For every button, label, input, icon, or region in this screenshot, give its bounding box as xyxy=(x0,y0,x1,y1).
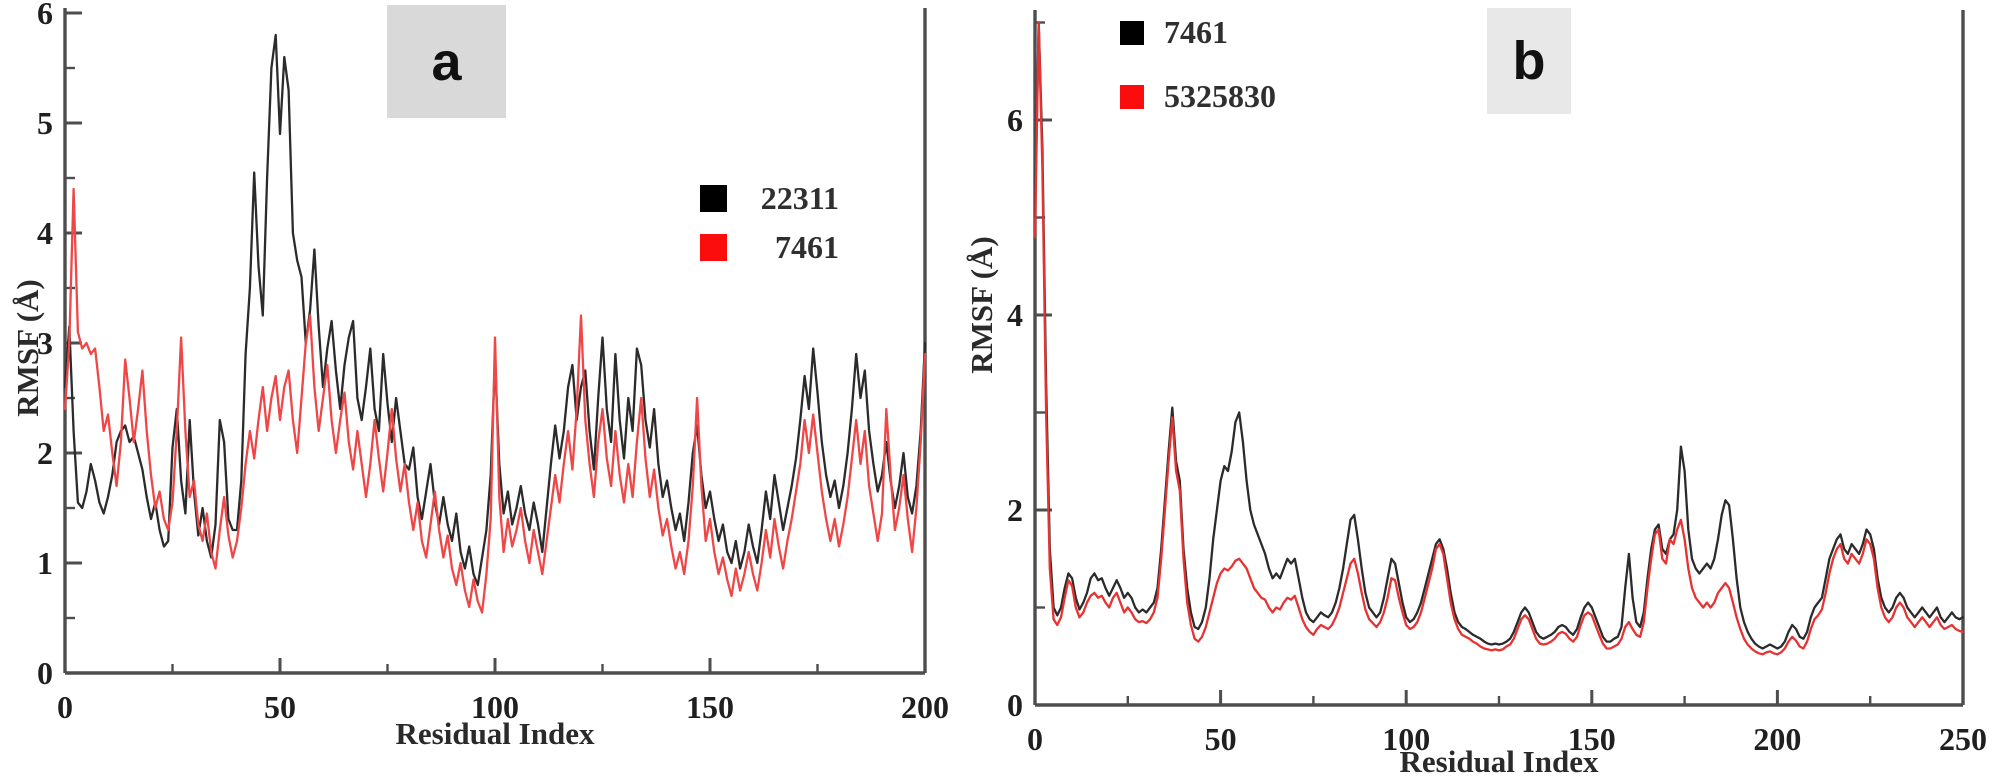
red-series-swatch-icon xyxy=(700,234,727,261)
panel-a-legend: 22311 7461 xyxy=(700,180,839,278)
panel-b-legend: 7461 5325830 xyxy=(1120,14,1276,142)
svg-text:4: 4 xyxy=(1007,297,1023,333)
svg-text:4: 4 xyxy=(37,215,53,251)
svg-text:3: 3 xyxy=(37,325,53,361)
svg-text:100: 100 xyxy=(471,689,519,725)
svg-text:1: 1 xyxy=(37,545,53,581)
svg-text:150: 150 xyxy=(1568,721,1616,757)
svg-text:200: 200 xyxy=(1753,721,1801,757)
panel-a-label-box: a xyxy=(387,5,506,118)
panel-a-letter: a xyxy=(431,31,462,92)
red-series-swatch-icon xyxy=(1120,84,1144,109)
legend-item: 22311 xyxy=(700,180,839,217)
svg-text:6: 6 xyxy=(37,0,53,31)
svg-text:0: 0 xyxy=(1007,687,1023,723)
svg-text:200: 200 xyxy=(901,689,949,725)
panel-b-letter: b xyxy=(1512,31,1546,91)
svg-text:100: 100 xyxy=(1382,721,1430,757)
svg-text:2: 2 xyxy=(1007,492,1023,528)
svg-text:0: 0 xyxy=(1027,721,1043,757)
legend-label: 22311 xyxy=(760,180,839,216)
panel-b-y-axis-label: RMSF (Å) xyxy=(964,236,999,374)
svg-text:150: 150 xyxy=(686,689,734,725)
legend-item: 7461 xyxy=(700,229,839,266)
svg-text:50: 50 xyxy=(264,689,296,725)
legend-item: 5325830 xyxy=(1120,78,1276,115)
svg-text:0: 0 xyxy=(57,689,73,725)
svg-text:50: 50 xyxy=(1205,721,1237,757)
svg-text:0: 0 xyxy=(37,655,53,691)
black-series-swatch-icon xyxy=(700,185,727,212)
panel-b-label-box: b xyxy=(1487,8,1571,114)
svg-text:5: 5 xyxy=(37,105,53,141)
black-series-swatch-icon xyxy=(1120,20,1144,45)
legend-label: 7461 xyxy=(775,229,839,265)
svg-text:6: 6 xyxy=(1007,102,1023,138)
svg-text:250: 250 xyxy=(1939,721,1987,757)
panel-b-x-axis-label: Residual Index xyxy=(1399,744,1599,779)
legend-item: 7461 xyxy=(1120,14,1276,51)
panel-a-x-axis-label: Residual Index xyxy=(395,716,595,751)
svg-text:2: 2 xyxy=(37,435,53,471)
legend-label: 5325830 xyxy=(1164,78,1276,114)
legend-label: 7461 xyxy=(1164,14,1228,50)
panel-a-y-axis-label: RMSF (Å) xyxy=(10,279,45,417)
